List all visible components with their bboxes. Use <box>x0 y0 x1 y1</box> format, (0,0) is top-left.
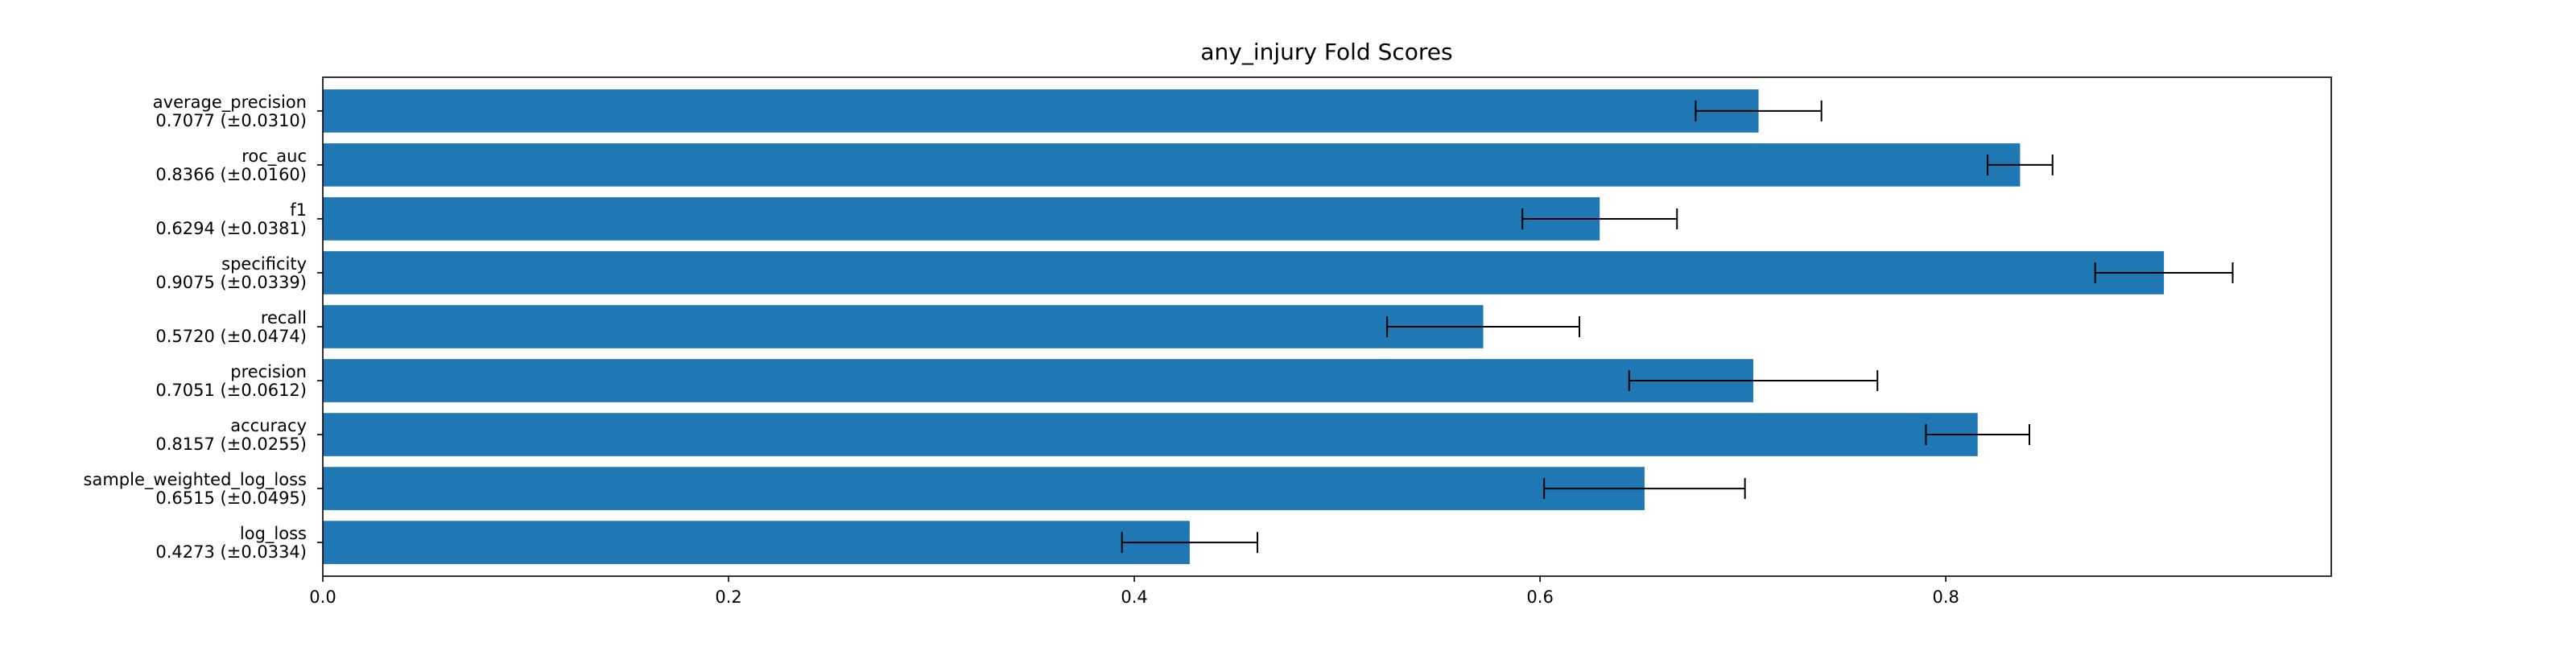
x-tick-label: 0.8 <box>1932 587 1959 607</box>
bars-layer <box>323 89 2165 564</box>
category-name: average_precision <box>153 93 307 113</box>
category-score: 0.6294 (±0.0381) <box>155 219 307 238</box>
category-label-specificity: specificity 0.9075 (±0.0339) <box>155 254 307 292</box>
category-label-accuracy: accuracy 0.8157 (±0.0255) <box>155 416 307 454</box>
error-bar-recall <box>1386 316 1581 337</box>
category-label-recall: recall 0.5720 (±0.0474) <box>155 308 307 346</box>
error-bar-roc_auc <box>1987 154 2054 175</box>
category-score: 0.8157 (±0.0255) <box>155 435 307 454</box>
bar-average_precision <box>323 89 1759 133</box>
bar-log_loss <box>323 521 1190 564</box>
category-name: sample_weighted_log_loss <box>84 470 307 490</box>
category-score: 0.8366 (±0.0160) <box>155 165 307 184</box>
category-label-average_precision: average_precision 0.7077 (±0.0310) <box>153 93 307 130</box>
category-label-log_loss: log_loss 0.4273 (±0.0334) <box>155 524 307 562</box>
bar-roc_auc <box>323 143 2021 187</box>
bar-f1 <box>323 197 1600 241</box>
x-tick-label: 0.6 <box>1526 587 1553 607</box>
category-name: precision <box>230 362 307 381</box>
error-bar-precision <box>1628 370 1879 392</box>
bar-sample_weighted_log_loss <box>323 467 1645 510</box>
category-label-f1: f1 0.6294 (±0.0381) <box>155 200 307 238</box>
error-bar-accuracy <box>1925 424 2030 446</box>
error-bar-log_loss <box>1121 532 1259 554</box>
category-label-precision: precision 0.7051 (±0.0612) <box>155 362 307 400</box>
bar-accuracy <box>323 413 1978 456</box>
category-score: 0.6515 (±0.0495) <box>155 488 307 508</box>
x-tick-label: 0.2 <box>715 587 741 607</box>
category-name: recall <box>261 308 307 328</box>
category-score: 0.5720 (±0.0474) <box>155 327 307 346</box>
category-name: specificity <box>221 254 307 274</box>
x-tick-label: 0.4 <box>1121 587 1147 607</box>
category-name: roc_auc <box>242 146 307 167</box>
bar-specificity <box>323 251 2165 295</box>
category-name: log_loss <box>240 524 307 544</box>
category-score: 0.9075 (±0.0339) <box>155 273 307 292</box>
category-name: f1 <box>290 200 307 220</box>
category-label-sample_weighted_log_loss: sample_weighted_log_loss 0.6515 (±0.0495) <box>84 470 307 508</box>
category-labels-layer: average_precision 0.7077 (±0.0310) roc_auc… <box>84 93 323 562</box>
error-bar-specificity <box>2094 262 2234 283</box>
error-bar-sample_weighted_log_loss <box>1543 478 1746 500</box>
bar-recall <box>323 305 1484 348</box>
bar-precision <box>323 359 1753 402</box>
error-bar-average_precision <box>1695 100 1823 122</box>
plot-frame <box>322 76 2332 577</box>
chart-title: any_injury Fold Scores <box>1200 39 1452 65</box>
x-tick-label: 0.0 <box>309 587 336 607</box>
category-name: accuracy <box>230 416 307 435</box>
category-score: 0.7077 (±0.0310) <box>155 111 307 130</box>
category-score: 0.7051 (±0.0612) <box>155 381 307 400</box>
category-label-roc_auc: roc_auc 0.8366 (±0.0160) <box>155 146 307 184</box>
error-bars-layer <box>1121 100 2234 554</box>
error-bar-f1 <box>1521 208 1678 229</box>
category-score: 0.4273 (±0.0334) <box>155 542 307 562</box>
x-axis-ticks-layer: 0.0 0.2 0.4 0.6 0.8 <box>309 576 1959 607</box>
